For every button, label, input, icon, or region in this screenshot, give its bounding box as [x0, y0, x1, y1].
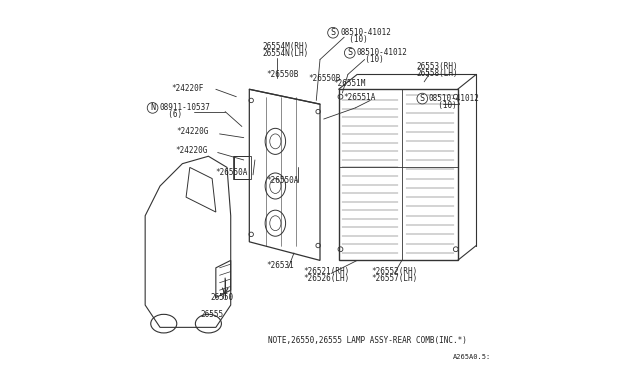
Text: *26557(LH): *26557(LH): [371, 274, 417, 283]
Text: 26554M(RH): 26554M(RH): [262, 42, 308, 51]
Text: *26521(RH): *26521(RH): [303, 267, 349, 276]
Text: *26531: *26531: [267, 262, 294, 270]
Text: 26550: 26550: [211, 293, 234, 302]
Text: 08911-10537: 08911-10537: [159, 103, 210, 112]
Text: *26550A: *26550A: [266, 176, 298, 185]
Text: *26552(RH): *26552(RH): [371, 267, 417, 276]
Text: A265A0.5:: A265A0.5:: [453, 354, 491, 360]
Text: S: S: [330, 28, 335, 37]
Text: *24220G: *24220G: [175, 146, 208, 155]
Text: *26526(LH): *26526(LH): [303, 274, 349, 283]
Text: *26551M: *26551M: [333, 79, 365, 88]
Text: 26555: 26555: [200, 310, 223, 319]
Text: *24220G: *24220G: [177, 127, 209, 136]
Text: *26551A: *26551A: [344, 93, 376, 102]
Text: (10): (10): [429, 101, 457, 110]
Text: *24220F: *24220F: [172, 84, 204, 93]
Text: 08510-41012: 08510-41012: [429, 94, 480, 103]
Text: NOTE,26550,26555 LAMP ASSY-REAR COMB(INC.*): NOTE,26550,26555 LAMP ASSY-REAR COMB(INC…: [268, 336, 467, 345]
Text: *26550B: *26550B: [266, 70, 298, 79]
Text: 26553(RH): 26553(RH): [417, 62, 458, 71]
Text: (10): (10): [356, 55, 384, 64]
Text: 08510-41012: 08510-41012: [356, 48, 407, 57]
Text: 26554N(LH): 26554N(LH): [262, 49, 308, 58]
Text: 26558(LH): 26558(LH): [417, 69, 458, 78]
Bar: [232, 156, 251, 179]
Text: *26550B: *26550B: [308, 74, 340, 83]
Text: (10): (10): [340, 35, 368, 44]
Text: 08510-41012: 08510-41012: [340, 28, 391, 37]
Text: S: S: [420, 94, 425, 103]
Text: N: N: [150, 103, 155, 112]
Text: (6): (6): [159, 110, 182, 119]
Text: *26550A: *26550A: [216, 169, 248, 177]
Text: S: S: [348, 48, 352, 57]
